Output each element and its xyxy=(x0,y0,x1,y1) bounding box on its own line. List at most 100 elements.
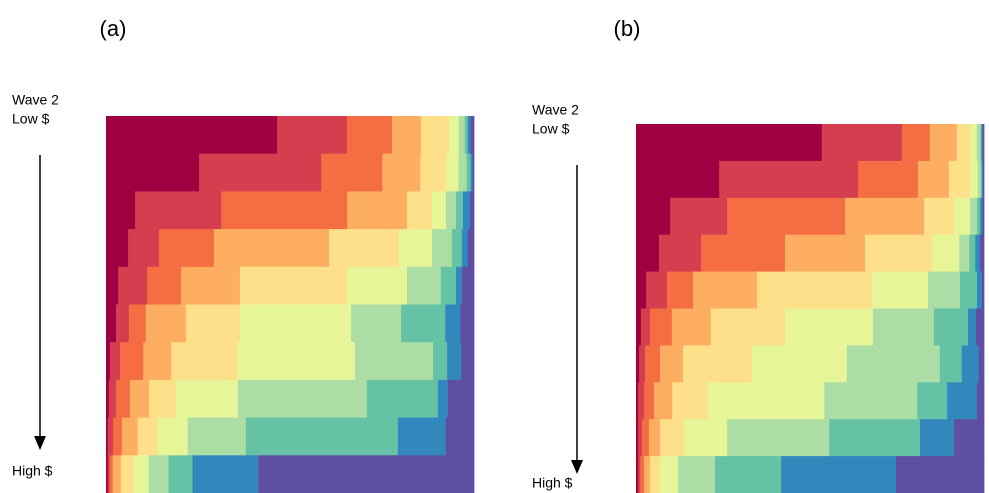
segment xyxy=(329,229,400,268)
segment xyxy=(636,234,660,272)
segment xyxy=(110,342,121,381)
segment xyxy=(237,379,368,418)
segment xyxy=(961,345,980,383)
segment xyxy=(871,271,929,309)
segment xyxy=(467,116,472,155)
segment xyxy=(636,124,823,162)
segment xyxy=(109,455,114,493)
arrow-head xyxy=(34,436,46,450)
segment xyxy=(956,124,971,162)
segment xyxy=(115,304,130,343)
segment xyxy=(447,379,475,418)
segment xyxy=(461,229,469,268)
segment xyxy=(470,116,475,155)
segment xyxy=(106,342,111,381)
segment xyxy=(939,345,963,383)
segment xyxy=(954,419,985,457)
segment xyxy=(970,197,978,236)
segment xyxy=(440,266,457,305)
segment xyxy=(917,160,950,199)
segment xyxy=(128,229,160,268)
segment xyxy=(455,191,464,230)
segment xyxy=(845,197,925,236)
segment xyxy=(464,116,469,155)
segment xyxy=(975,234,981,272)
segment xyxy=(954,197,971,236)
segment xyxy=(781,456,897,493)
segment xyxy=(967,308,977,346)
segment xyxy=(784,308,874,346)
segment xyxy=(106,266,119,305)
segment xyxy=(112,455,122,493)
segment xyxy=(455,266,463,305)
segment xyxy=(237,342,356,381)
segment xyxy=(398,229,433,268)
segment xyxy=(397,417,447,456)
segment xyxy=(929,124,958,162)
segment xyxy=(649,456,661,493)
segment xyxy=(108,379,117,418)
segment xyxy=(980,160,983,199)
segment xyxy=(982,124,985,162)
segment xyxy=(638,456,641,493)
segment xyxy=(355,342,434,381)
segment xyxy=(277,116,348,155)
segment xyxy=(727,419,830,457)
segment xyxy=(470,153,473,192)
segment xyxy=(158,229,215,268)
segment xyxy=(347,191,408,230)
segment xyxy=(407,191,433,230)
segment xyxy=(347,116,393,155)
axis-label: Low $ xyxy=(532,121,570,137)
segment xyxy=(461,342,475,381)
axis-label: Wave 2 xyxy=(532,102,579,118)
segment xyxy=(462,191,471,230)
segment xyxy=(467,229,475,268)
segment xyxy=(639,345,646,383)
segment xyxy=(120,455,134,493)
segment xyxy=(969,124,978,162)
segment xyxy=(119,342,144,381)
segment xyxy=(858,160,919,199)
segment xyxy=(106,191,136,230)
segment xyxy=(106,455,109,493)
segment xyxy=(982,160,985,199)
segment xyxy=(445,417,475,456)
segment xyxy=(213,229,330,268)
segment xyxy=(199,153,322,192)
segment xyxy=(982,197,985,236)
segment xyxy=(682,345,753,383)
segment xyxy=(382,153,421,192)
segment xyxy=(636,382,639,420)
segment xyxy=(821,124,903,162)
segment xyxy=(932,234,960,272)
segment xyxy=(636,271,647,309)
segment xyxy=(977,160,982,199)
segment xyxy=(895,456,985,493)
segment xyxy=(366,379,439,418)
segment xyxy=(666,271,694,309)
axis-label: High $ xyxy=(12,463,53,479)
segment xyxy=(192,455,259,493)
segment xyxy=(959,271,978,309)
segment xyxy=(107,417,114,456)
segment xyxy=(924,197,955,236)
segment xyxy=(672,382,708,420)
segment xyxy=(461,266,475,305)
segment xyxy=(927,271,961,309)
segment xyxy=(975,308,985,346)
segment xyxy=(458,153,468,192)
segment xyxy=(445,304,461,343)
segment xyxy=(978,345,985,383)
segment xyxy=(948,160,971,199)
segment xyxy=(239,266,348,305)
segment xyxy=(660,345,684,383)
segment xyxy=(147,266,182,305)
segment xyxy=(420,153,447,192)
segment xyxy=(351,304,402,343)
segment xyxy=(824,382,918,420)
segment xyxy=(649,308,673,346)
segment xyxy=(145,304,187,343)
segment xyxy=(977,271,983,309)
